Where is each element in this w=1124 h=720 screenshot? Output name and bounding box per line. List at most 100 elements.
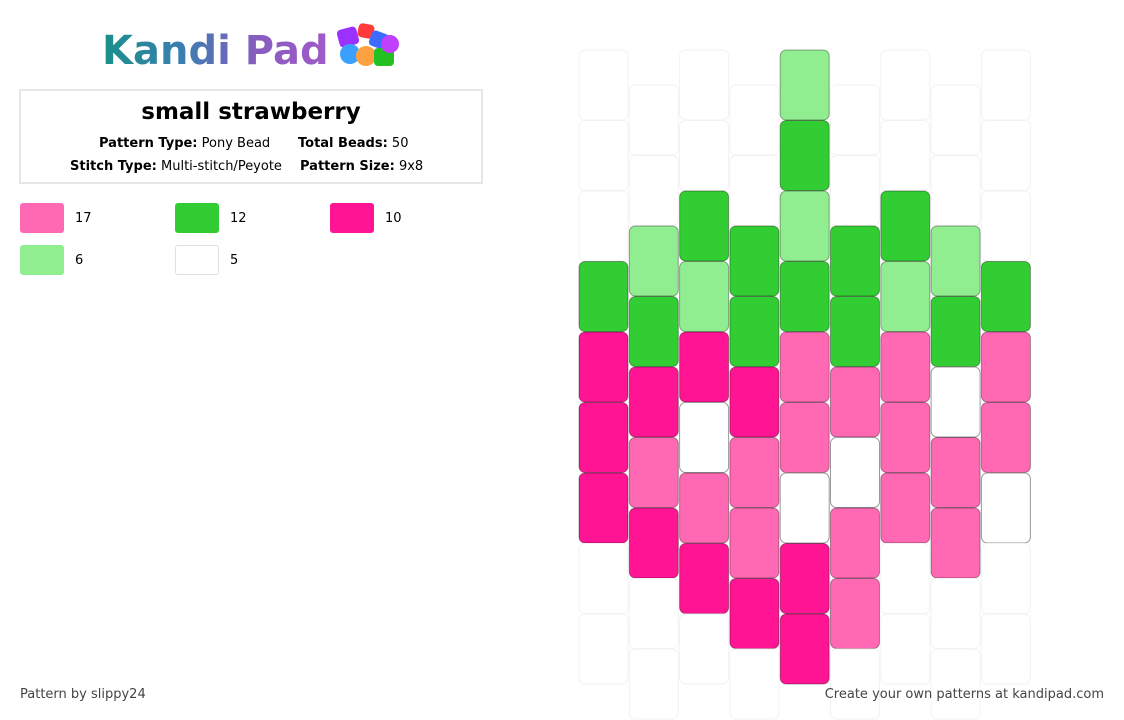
bead [628,437,679,508]
empty-bead-slot [578,613,629,685]
empty-bead-slot [930,578,981,649]
bead [880,402,931,473]
kandi-pad-logo[interactable]: Kandi Pad [102,23,399,76]
bead [880,472,931,544]
empty-bead-slot [679,120,730,191]
bead [830,578,880,649]
beads-logo-icon [336,23,399,66]
bead [779,543,830,614]
bead [980,331,1031,403]
empty-bead-slot [980,613,1031,685]
empty-bead-slot [628,648,679,720]
color-swatch [20,203,64,233]
bead-count: 5 [230,252,239,268]
bead [930,366,981,438]
bead [930,437,981,508]
pattern-size-value: 9x8 [398,159,424,174]
pattern-size-label: Pattern Size: [300,159,395,174]
empty-bead-slot [980,120,1031,191]
empty-bead-slot [679,49,730,121]
bead [729,296,780,367]
bead [779,261,830,332]
bead [930,225,981,297]
bead [779,472,830,544]
bead [628,366,679,438]
bead [779,402,830,473]
total-beads-value: 50 [391,136,409,151]
legend-item: 17 [20,203,92,233]
empty-bead-slot [980,543,1031,614]
bead [578,402,629,473]
bead [930,296,981,367]
bead [779,331,830,403]
legend-item: 6 [20,245,83,275]
bead [880,190,931,262]
bead [779,190,830,262]
legend-item: 12 [175,203,247,233]
empty-bead-slot [880,49,931,121]
bead [880,261,931,332]
color-swatch [330,203,374,233]
empty-bead-slot [930,155,981,226]
empty-bead-slot [729,648,780,720]
empty-bead-slot [628,155,679,226]
empty-bead-slot [628,84,679,156]
bead [729,366,780,438]
bead [830,225,880,297]
bead [830,437,880,508]
empty-bead-slot [578,120,629,191]
empty-bead-slot [880,613,931,685]
bead [628,507,679,579]
stitch-type-row: Stitch Type: Multi-stitch/Peyote [70,159,282,174]
pattern-type-value: Pony Bead [201,136,271,151]
empty-bead-slot [679,613,730,685]
color-swatch [20,245,64,275]
color-swatch [175,203,219,233]
empty-bead-slot [578,49,629,121]
bead [729,437,780,508]
pattern-author: Pattern by slippy24 [20,687,146,702]
bead [779,613,830,685]
pattern-title: small strawberry [141,99,361,125]
pattern-type-label: Pattern Type: [99,136,198,151]
empty-bead-slot [880,543,931,614]
empty-bead-slot [729,84,780,156]
bead [679,331,730,403]
empty-bead-slot [628,578,679,649]
legend-item: 5 [175,245,238,275]
bead [578,472,629,544]
bead [628,296,679,367]
bead [980,472,1031,544]
empty-bead-slot [578,190,629,262]
empty-bead-slot [930,84,981,156]
empty-bead-slot [830,155,880,226]
color-swatch [175,245,219,275]
empty-bead-slot [830,648,880,720]
bead [679,190,730,262]
bead [578,331,629,403]
bead [980,261,1031,332]
pattern-info-panel: small strawberry Pattern Type: Pony Bead… [19,89,483,184]
empty-bead-slot [830,84,880,156]
bead-count: 10 [385,210,402,226]
empty-bead-slot [930,648,981,720]
logo-text: Kandi Pad [102,28,329,74]
bead-count: 17 [75,210,92,226]
bead [679,402,730,473]
bead-count: 12 [230,210,247,226]
bead [779,120,830,191]
bead [729,225,780,297]
bead [729,578,780,649]
bead [980,402,1031,473]
bead [679,472,730,544]
bead-count: 6 [75,252,84,268]
empty-bead-slot [980,49,1031,121]
empty-bead-slot [578,543,629,614]
bead [830,507,880,579]
legend-item: 10 [330,203,402,233]
create-patterns-link[interactable]: Create your own patterns at kandipad.com [824,687,1104,702]
bead [578,261,629,332]
bead [679,543,730,614]
stitch-type-value: Multi-stitch/Peyote [161,159,282,174]
